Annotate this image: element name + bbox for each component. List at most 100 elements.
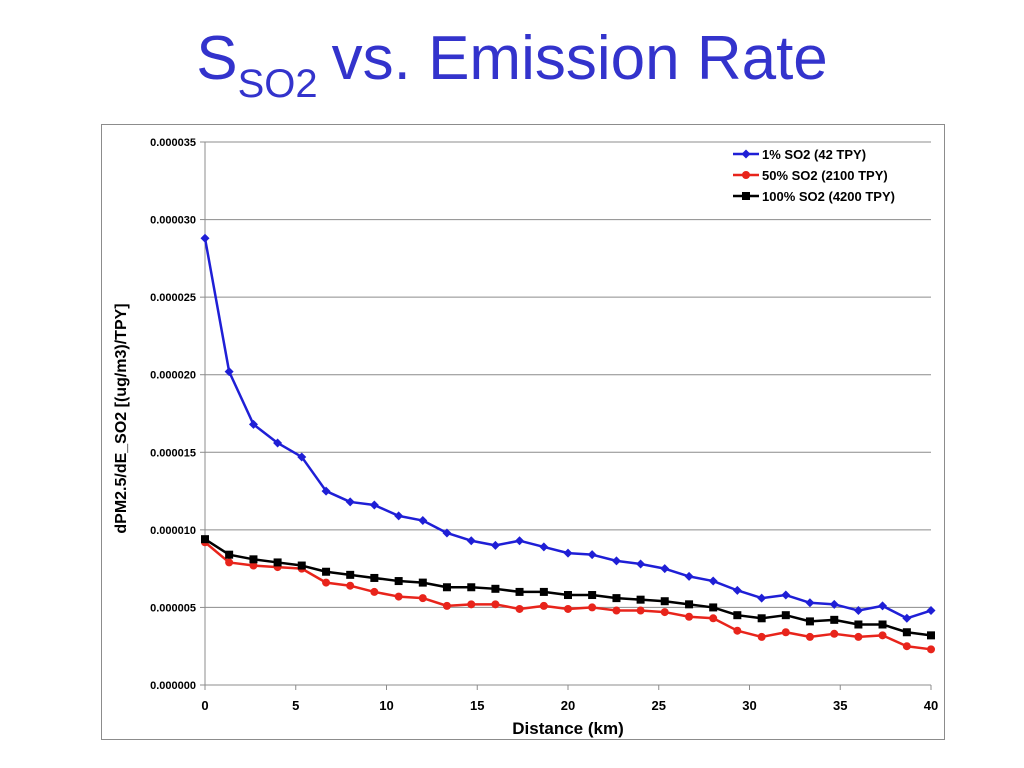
series-1-point-5 (322, 578, 331, 587)
series-0-point-22 (732, 585, 742, 595)
y-axis-title: dPM2.5/dE_SO2 [(ug/m3)/TPY] (113, 303, 130, 533)
series-1-point-18 (636, 606, 645, 615)
y-tick-label-4: 0.000020 (150, 370, 196, 382)
series-1-point-19 (660, 608, 669, 617)
series-1-point-25 (805, 632, 814, 641)
series-1-point-7 (370, 587, 379, 596)
series-1-point-29 (902, 642, 911, 651)
series-2-point-26 (830, 615, 839, 624)
series-2-point-10 (442, 583, 451, 592)
series-0-point-9 (418, 516, 428, 526)
y-tick-label-5: 0.000025 (150, 292, 196, 304)
series-1-point-11 (467, 600, 476, 609)
series-0-point-15 (563, 548, 573, 558)
series-1-point-20 (685, 612, 694, 621)
series-0-point-25 (805, 598, 815, 608)
y-tick-label-3: 0.000015 (150, 447, 196, 459)
y-tick-label-0: 0.000000 (150, 680, 196, 692)
slide-title: SSO2 vs. Emission Rate (0, 28, 1024, 105)
series-0-point-29 (902, 613, 912, 623)
series-1-point-30 (927, 645, 935, 654)
series-1-point-15 (564, 604, 572, 613)
series-1-point-8 (394, 592, 403, 601)
series-0-point-30 (926, 606, 936, 616)
series-0-point-23 (757, 593, 767, 603)
series-1-point-9 (418, 594, 427, 603)
series-2-point-21 (709, 603, 718, 612)
series-2-point-29 (902, 628, 911, 637)
series-0-point-28 (878, 601, 888, 611)
legend-label-0: 1% SO2 (42 TPY) (762, 147, 866, 162)
series-0-point-18 (636, 559, 646, 569)
series-2-point-24 (781, 611, 790, 620)
series-2-point-30 (927, 631, 935, 640)
series-line-0 (203, 237, 932, 620)
legend-label-1: 50% SO2 (2100 TPY) (762, 168, 888, 183)
x-tick-label-7: 35 (833, 698, 847, 713)
series-2-point-4 (297, 561, 306, 570)
series-0-point-24 (781, 590, 791, 600)
series-0-point-12 (490, 540, 500, 550)
series-2-point-13 (515, 587, 524, 596)
legend-marker-0 (741, 149, 751, 159)
series-1-point-28 (878, 631, 887, 640)
series-0-point-1 (224, 367, 234, 377)
x-tick-label-4: 20 (561, 698, 575, 713)
series-1-point-2 (249, 561, 258, 570)
series-0-point-7 (369, 500, 379, 510)
series-1-point-27 (854, 632, 863, 641)
series-2-point-11 (467, 583, 476, 592)
y-tick-label-7: 0.000035 (150, 137, 196, 149)
series-2-point-0 (201, 535, 209, 544)
series-1-point-23 (757, 632, 766, 641)
series-1-point-24 (781, 628, 790, 637)
series-2-point-15 (564, 591, 572, 600)
series-2-point-6 (346, 570, 355, 579)
legend-marker-1 (742, 171, 750, 179)
series-0-point-17 (611, 556, 621, 566)
series-2-point-23 (757, 614, 766, 623)
title-main: S (196, 24, 238, 93)
x-tick-label-2: 10 (379, 698, 393, 713)
series-0-point-2 (248, 419, 258, 429)
series-0-point-20 (684, 571, 694, 581)
series-2-point-1 (225, 550, 234, 559)
y-tick-label-1: 0.000005 (150, 602, 196, 614)
series-2-point-14 (539, 587, 548, 596)
series-2-point-8 (394, 577, 403, 586)
series-0-point-4 (297, 452, 307, 462)
line-chart: 0.000000 0.000005 0.000010 0.000015 0.000020… (113, 137, 938, 738)
x-tick-label-5: 25 (652, 698, 666, 713)
series-0-point-16 (587, 550, 597, 560)
series-1-point-16 (588, 603, 597, 612)
title-rest: vs. Emission Rate (331, 24, 828, 93)
series-1-point-10 (442, 601, 451, 610)
series-0-point-8 (394, 511, 404, 521)
series-1-point-12 (491, 600, 500, 609)
series-1-point-1 (225, 558, 234, 567)
chart-frame: 0.000000 0.000005 0.000010 0.000015 0.000020… (101, 124, 945, 740)
series-2-point-7 (370, 573, 379, 582)
series-0-point-0 (200, 233, 210, 243)
series-2-point-9 (418, 578, 427, 587)
series-0-point-21 (708, 576, 718, 586)
series-0-point-5 (321, 486, 331, 496)
legend-marker-2 (742, 192, 750, 200)
series-2-point-5 (322, 567, 331, 576)
series-2-point-18 (636, 595, 645, 604)
series-0-point-3 (273, 438, 283, 448)
series-2-point-17 (612, 594, 621, 603)
series-2-point-16 (588, 591, 597, 600)
series-2-point-12 (491, 584, 500, 593)
x-tick-label-1: 5 (292, 698, 299, 713)
y-tick-label-2: 0.000010 (150, 525, 196, 537)
x-tick-label-3: 15 (470, 698, 484, 713)
series-1-point-21 (709, 614, 718, 623)
series-0-point-11 (466, 536, 476, 546)
series-0-point-6 (345, 497, 355, 507)
series-1-point-14 (539, 601, 548, 610)
series-0-point-27 (853, 606, 863, 616)
series-2-point-19 (660, 597, 669, 606)
x-tick-label-8: 40 (924, 698, 938, 713)
series-2-point-3 (273, 558, 282, 567)
